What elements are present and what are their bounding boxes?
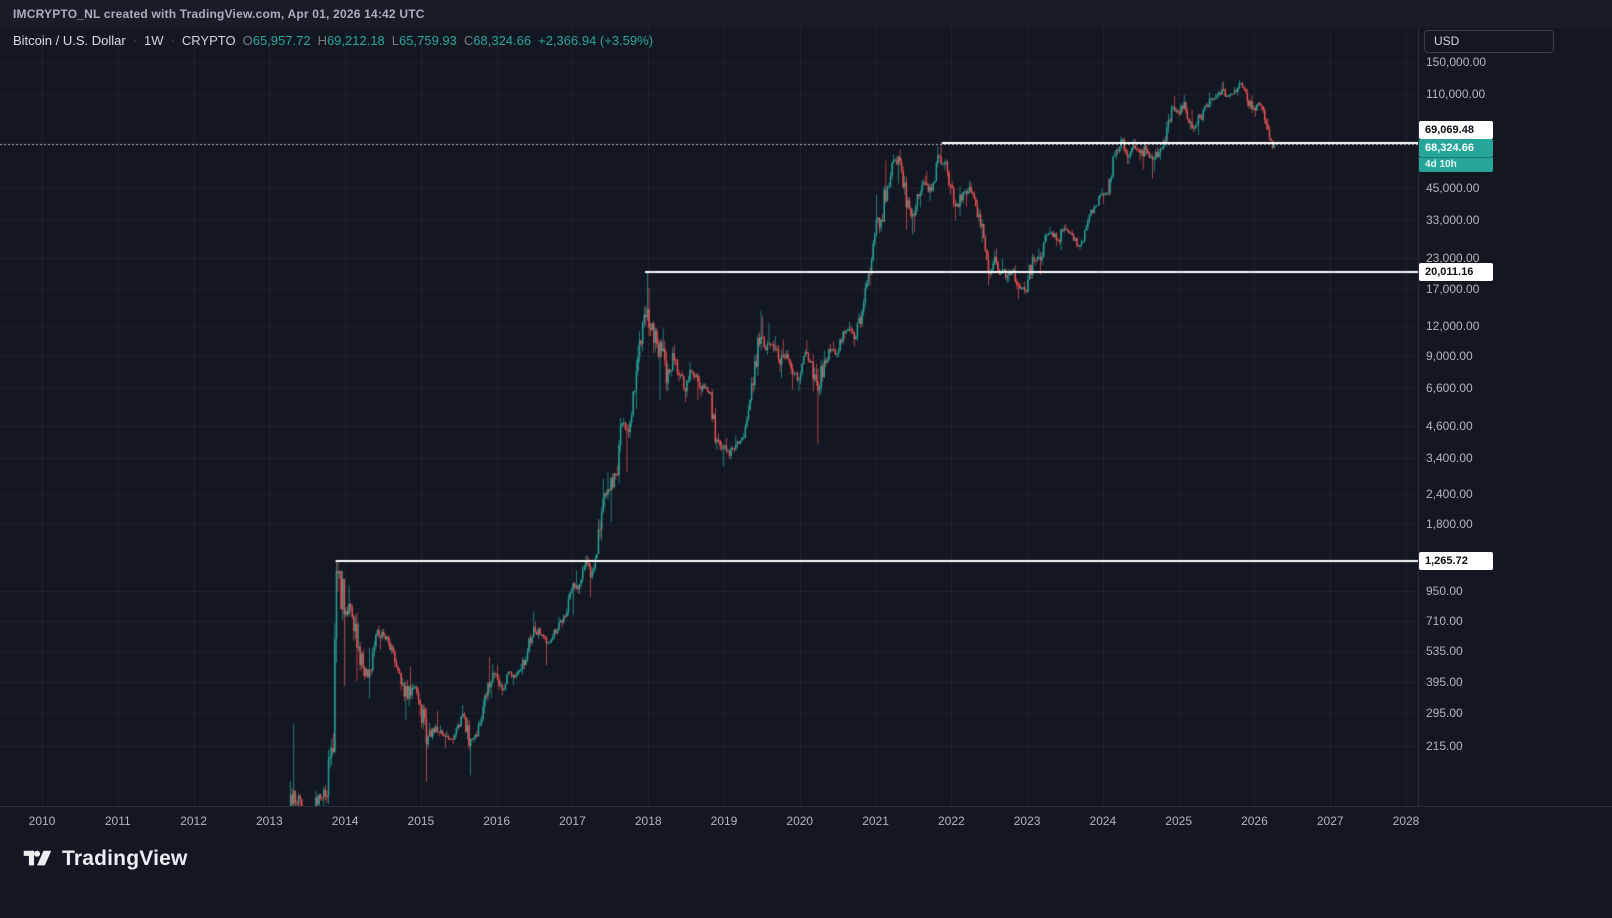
price-axis[interactable]: 150,000.00 110,000.00 45,000.00 33,000.00 23… [1418,28,1612,806]
ohlc-close: C68,324.66 [463,33,532,48]
change-value: +2,366.94 (+3.59%) [538,33,654,48]
legend-separator: · [132,33,138,48]
price-tick-label: 110,000.00 [1426,87,1486,102]
price-tick-label: 2,400.00 [1426,486,1473,501]
price-tick-label: 23,000.00 [1426,250,1480,265]
price-tick-label: 9,000.00 [1426,348,1473,363]
price-tick-label: 45,000.00 [1426,180,1480,195]
price-tick-label: 950.00 [1426,583,1463,598]
time-tick-label: 2021 [862,814,889,828]
price-tick-label: 535.00 [1426,643,1463,658]
ohlc-low: L65,759.93 [391,33,457,48]
time-tick-label: 2025 [1165,814,1192,828]
time-tick-label: 2023 [1013,814,1041,828]
time-tick-label: 2024 [1089,814,1117,828]
price-tick-label: 710.00 [1426,614,1463,629]
time-tick-label: 2022 [937,814,965,828]
price-tick-label: 150,000.00 [1426,55,1487,69]
exchange-label: CRYPTO [181,33,236,48]
time-tick-label: 2011 [104,814,131,828]
time-tick-label: 2016 [483,814,510,828]
ohlc-open: O65,957.72 [242,33,311,48]
legend-separator: · [170,33,175,48]
price-tick-label: 215.00 [1426,738,1463,753]
price-tick-label: 33,000.00 [1426,213,1480,228]
price-tick-label: 17,000.00 [1426,282,1480,297]
last-price-badge: 68,324.66 [1419,139,1493,158]
time-tick-label: 2019 [710,814,738,828]
bar-countdown-badge: 4d 10h [1419,157,1493,173]
time-axis[interactable]: 2010 2011 2012 2013 2014 2015 2016 2017 2018 2019… [0,806,1612,837]
price-tick-label: 1,800.00 [1426,516,1473,531]
time-tick-label: 2027 [1316,814,1344,828]
price-tick-label: 6,600.00 [1426,381,1473,396]
ohlc-high: H69,212.18 [317,33,385,48]
currency-toggle-button[interactable]: USD [1424,30,1554,53]
drawing-price-badge: 20,011.16 [1419,263,1493,282]
price-tick-label: 12,000.00 [1426,318,1480,333]
time-tick-label: 2012 [180,814,207,828]
time-tick-label: 2013 [255,814,283,828]
time-tick-label: 2015 [407,814,435,828]
price-chart-canvas[interactable] [0,28,1418,806]
price-tick-label: 395.00 [1426,675,1463,690]
price-tick-label: 4,600.00 [1426,418,1473,433]
tradingview-mark-icon [22,846,53,871]
price-tick-label: 295.00 [1426,705,1463,720]
time-tick-label: 2010 [28,814,56,828]
time-tick-label: 2020 [786,814,814,828]
currency-label: USD [1434,34,1460,48]
drawing-price-badge: 1,265.72 [1419,551,1493,570]
time-tick-label: 2018 [634,814,662,828]
interval-label[interactable]: 1W [144,33,164,48]
attribution-text: IMCRYPTO_NL created with TradingView.com… [13,7,425,21]
time-tick-label: 2028 [1392,814,1420,828]
time-tick-label: 2017 [559,814,586,828]
time-tick-label: 2014 [331,814,359,828]
symbol-name[interactable]: Bitcoin / U.S. Dollar [13,33,126,48]
drawing-price-badge: 69,069.48 [1419,121,1493,139]
attribution-bar: IMCRYPTO_NL created with TradingView.com… [0,0,1612,28]
price-tick-label: 3,400.00 [1426,450,1473,465]
symbol-legend: Bitcoin / U.S. Dollar · 1W · CRYPTO O65,… [13,33,653,48]
tradingview-wordmark: TradingView [62,846,188,870]
time-tick-label: 2026 [1241,814,1268,828]
tradingview-logo[interactable]: TradingView [22,846,188,871]
